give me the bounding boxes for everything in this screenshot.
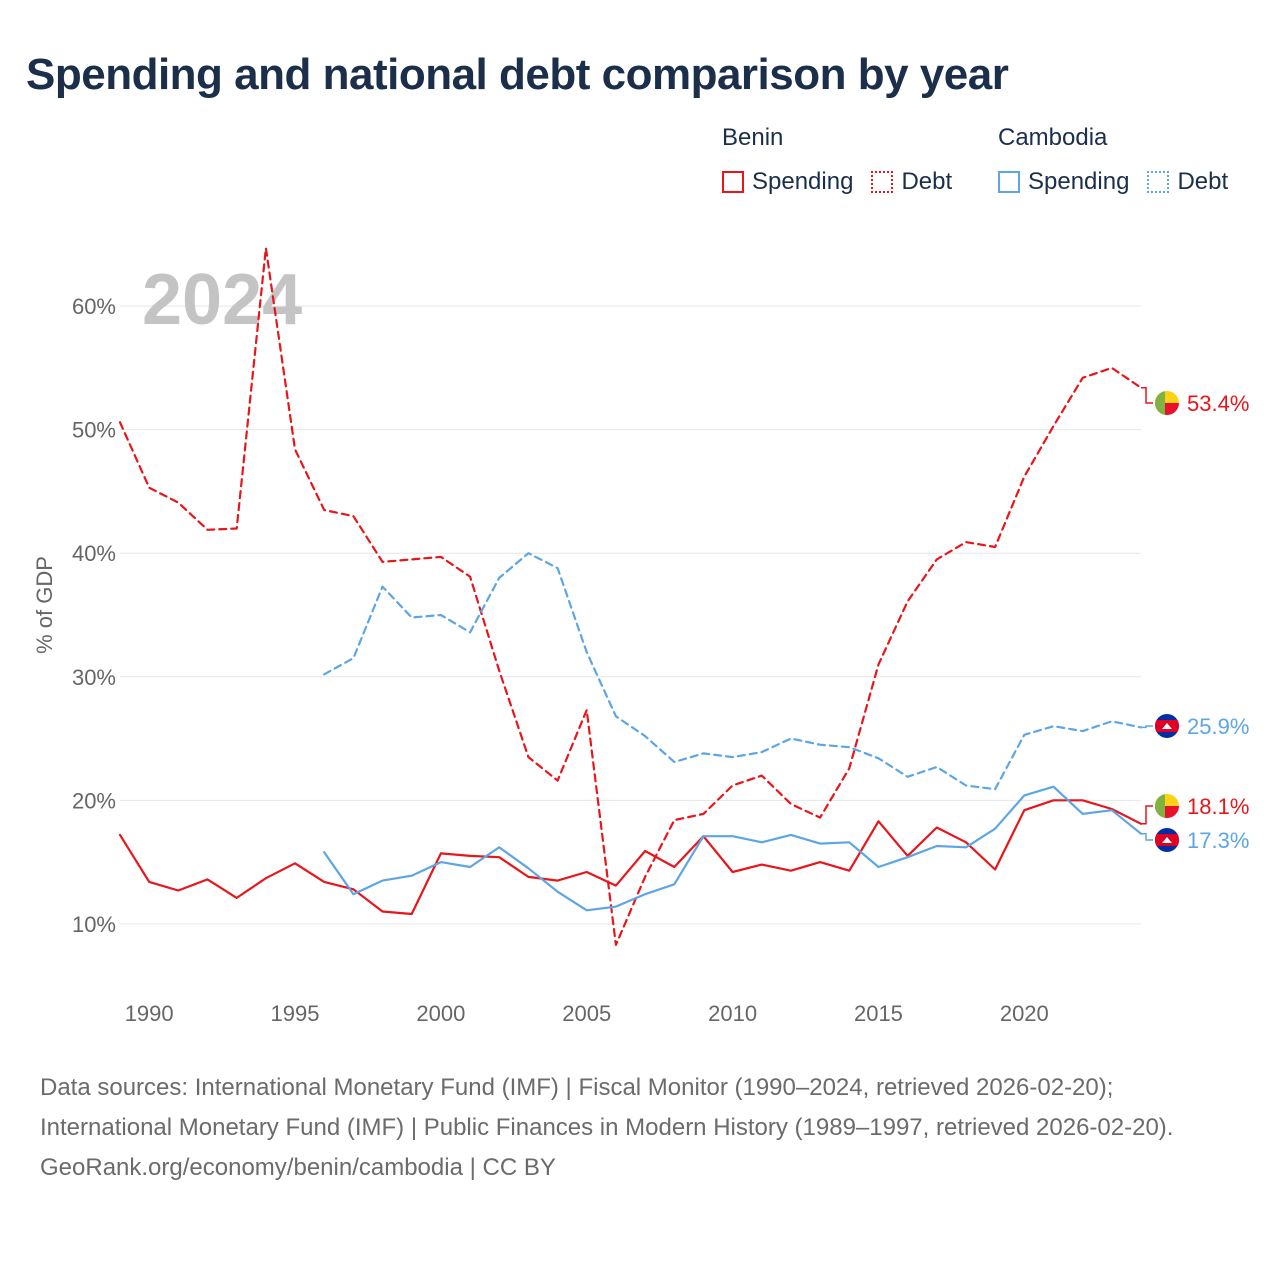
end-connector	[1141, 805, 1154, 825]
data-sources: Data sources: International Monetary Fun…	[40, 1074, 1174, 1141]
gridlines	[120, 305, 1141, 925]
y-tick-label: 40%	[72, 541, 116, 566]
end-value-label: 17.3%	[1187, 828, 1249, 853]
legend-swatch-solid-red	[722, 171, 744, 193]
end-value-label: 18.1%	[1187, 794, 1249, 819]
y-tick-label: 10%	[72, 912, 116, 937]
end-connector	[1141, 386, 1154, 404]
legend-label: Spending	[752, 168, 854, 195]
y-tick-label: 60%	[72, 294, 116, 319]
temple-shape	[1162, 837, 1172, 843]
legend-swatch-dotted-blue	[1147, 171, 1170, 193]
y-axis-label: % of GDP	[32, 556, 57, 654]
legend-swatch-solid-blue	[998, 171, 1020, 193]
benin-flag-icon	[1155, 794, 1179, 818]
legend-item-cambodia-debt[interactable]: Debt	[1147, 168, 1228, 196]
x-axis-ticks: 1990 1995 2000 2005 2010 2015 2020	[125, 1001, 1049, 1026]
line-chart: 2024 10% 20% 30% 40% 50% 60% 1990 1995 2000 2005…	[32, 247, 1249, 1026]
x-tick-label: 1990	[125, 1001, 174, 1026]
y-axis-ticks: 10% 20% 30% 40% 50% 60%	[72, 294, 116, 937]
legend-item-benin-spending[interactable]: Spending	[722, 168, 853, 196]
legend-item-benin-debt[interactable]: Debt	[871, 168, 952, 196]
legend-label: Spending	[1028, 168, 1130, 195]
series-line-cambodia-spending	[323, 785, 1143, 912]
flag-band-green	[1155, 391, 1165, 415]
series-line-benin-spending	[118, 799, 1143, 916]
y-tick-label: 50%	[72, 418, 116, 443]
series-line-benin-debt	[118, 247, 1143, 947]
end-badge	[1153, 826, 1181, 854]
legend-country-benin: Benin	[722, 124, 784, 151]
end-value-label: 25.9%	[1187, 714, 1249, 739]
end-labels: 53.4% 25.9% 18.1% 17.3%	[1141, 386, 1249, 854]
end-connector	[1141, 832, 1154, 841]
benin-flag-icon	[1155, 391, 1179, 415]
legend-swatch-dotted-red	[871, 171, 894, 193]
x-tick-label: 2020	[1000, 1001, 1049, 1026]
legend-item-cambodia-spending[interactable]: Spending	[998, 168, 1129, 196]
end-badge	[1153, 712, 1181, 740]
legend-group-cambodia: Cambodia Spending Debt	[998, 124, 1246, 196]
y-tick-label: 30%	[72, 665, 116, 690]
year-watermark: 2024	[142, 260, 302, 340]
end-connector	[1141, 725, 1154, 729]
cambodia-flag-icon	[1155, 714, 1179, 738]
legend-label: Debt	[901, 168, 953, 195]
cambodia-flag-icon	[1155, 828, 1179, 852]
end-badge	[1153, 389, 1181, 417]
x-tick-label: 2005	[562, 1001, 611, 1026]
attribution: GeoRank.org/economy/benin/cambodia | CC …	[40, 1154, 556, 1181]
legend-country-cambodia: Cambodia	[998, 124, 1108, 151]
chart-title: Spending and national debt comparison by…	[26, 50, 1009, 99]
x-tick-label: 1995	[271, 1001, 320, 1026]
series-lines	[118, 247, 1143, 947]
legend-label: Debt	[1177, 168, 1229, 195]
x-tick-label: 2000	[416, 1001, 465, 1026]
y-tick-label: 20%	[72, 788, 116, 813]
legend-group-benin: Benin Spending Debt	[722, 124, 970, 196]
end-badge	[1153, 792, 1181, 820]
temple-shape	[1162, 723, 1172, 729]
footer: Data sources: International Monetary Fun…	[40, 1068, 1240, 1188]
x-tick-label: 2015	[854, 1001, 903, 1026]
flag-band-green	[1155, 794, 1165, 818]
x-tick-label: 2010	[708, 1001, 757, 1026]
end-value-label: 53.4%	[1187, 391, 1249, 416]
series-line-cambodia-debt	[323, 552, 1143, 791]
